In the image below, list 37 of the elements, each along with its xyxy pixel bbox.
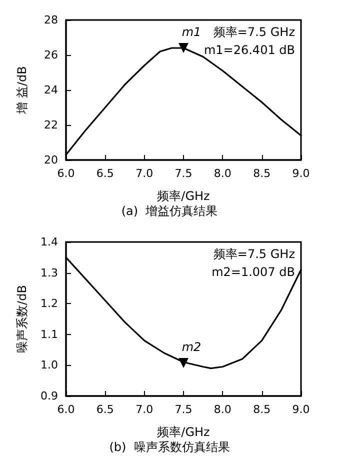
annotation: m2 [182, 340, 202, 354]
x-axis-title: 频率/GHz [157, 425, 210, 439]
y-tick-label: 1.3 [40, 266, 58, 280]
annotation: 频率=7.5 GHz [213, 247, 295, 261]
y-tick-label: 1.0 [40, 358, 58, 372]
y-tick-label: 20 [44, 154, 58, 166]
annotation: m1 [182, 24, 202, 39]
y-tick-label: 26 [44, 48, 58, 62]
y-tick-label: 1.1 [40, 328, 58, 341]
x-tick-label: 7.5 [174, 167, 192, 180]
x-tick-label: 8.0 [214, 167, 232, 180]
y-tick-label: 24 [44, 84, 58, 96]
x-tick-label: 7.5 [174, 403, 192, 416]
x-tick-label: 8.5 [253, 403, 271, 416]
y-tick-label: 1.2 [40, 297, 58, 310]
y-tick-label: 28 [44, 14, 58, 26]
annotation: 频率=7.5 GHz [213, 25, 295, 39]
x-tick-label: 6.5 [96, 167, 114, 180]
x-tick-label: 6.0 [57, 167, 75, 180]
x-tick-label: 8.0 [214, 403, 232, 416]
x-tick-label: 6.0 [57, 403, 75, 416]
x-tick-label: 8.5 [253, 167, 271, 180]
annotation: m1=26.401 dB [204, 43, 295, 57]
x-axis-title: 频率/GHz [157, 189, 210, 203]
y-axis-title: 噪声系数/dB [15, 285, 29, 353]
x-tick-label: 6.5 [96, 403, 114, 416]
y-tick-label: 22 [44, 118, 58, 132]
x-tick-label: 9.0 [292, 403, 310, 416]
y-tick-label: 0.9 [40, 390, 58, 402]
annotation: m2=1.007 dB [212, 265, 295, 279]
x-tick-label: 7.0 [136, 403, 154, 416]
x-tick-label: 9.0 [292, 167, 310, 180]
text: (b) 噪声系数仿真结果 [109, 440, 230, 454]
y-axis-title: 增 益/dB [15, 66, 29, 115]
x-tick-label: 7.0 [136, 167, 154, 180]
y-tick-label: 1.4 [40, 236, 58, 248]
text: (a) 增益仿真结果 [121, 204, 218, 218]
